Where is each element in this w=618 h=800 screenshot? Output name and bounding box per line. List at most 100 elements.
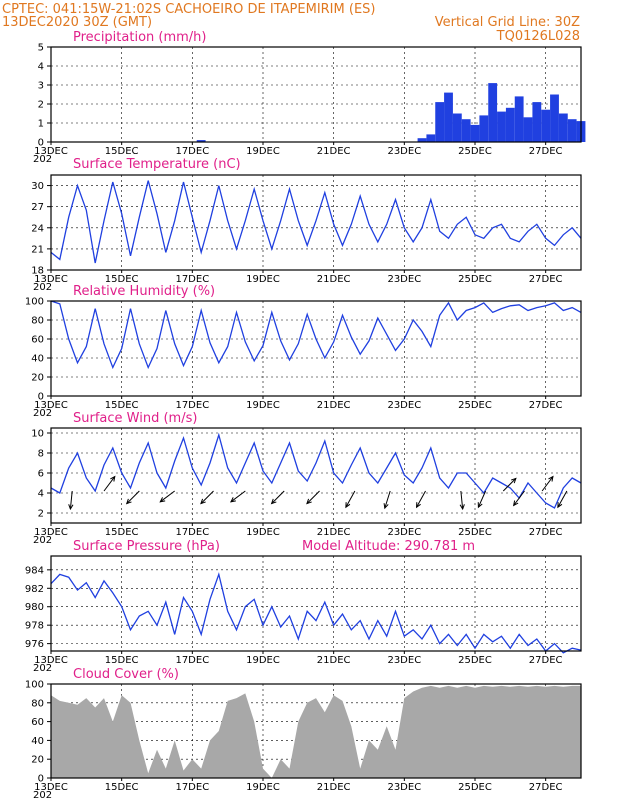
x-tick-label: 17DEC [175, 527, 209, 538]
wind-vector [477, 490, 487, 508]
x-year-fragment: 202 [33, 663, 52, 674]
wind-vector-head [512, 500, 519, 507]
y-tick-label: 20 [31, 373, 44, 384]
wind-vector-head [345, 502, 351, 509]
precip-bar [558, 113, 568, 142]
x-tick-label: 27DEC [529, 655, 563, 666]
wind-vector-head [415, 502, 421, 509]
x-tick-label: 13DEC [34, 400, 68, 411]
wind-vector [200, 490, 214, 504]
y-tick-label: 60 [31, 335, 44, 346]
wind-vector-head [110, 475, 116, 482]
y-tick-label: 0 [38, 138, 44, 149]
wind-vector-head [477, 502, 483, 509]
wind-vector-head [68, 504, 74, 511]
series-line [50, 300, 582, 370]
x-tick-label: 15DEC [105, 655, 139, 666]
y-tick-label: 4 [38, 489, 44, 500]
x-tick-label: 15DEC [105, 400, 139, 411]
header-grid-note: Vertical Grid Line: 30Z [435, 15, 580, 30]
y-tick-label: 3 [38, 81, 44, 92]
x-tick-label: 15DEC [105, 527, 139, 538]
model-altitude-note: Model Altitude: 290.781 m [302, 539, 475, 554]
x-tick-label: 25DEC [458, 782, 492, 793]
y-tick-label: 978 [25, 621, 44, 632]
precip-bar [426, 134, 436, 142]
precip-bar [488, 83, 498, 142]
y-tick-label: 100 [25, 680, 44, 691]
x-tick-label: 21DEC [317, 782, 351, 793]
wind-vector [103, 476, 116, 492]
precip-bar [523, 117, 533, 142]
x-tick-label: 25DEC [458, 146, 492, 157]
x-year-fragment: 202 [33, 154, 52, 165]
y-tick-label: 982 [25, 584, 44, 595]
y-tick-label: 0 [38, 774, 44, 785]
panel-frame [50, 427, 582, 524]
panel-3: 2 4 6 8 10 13DEC 15DEC 17DEC 19DEC 21DEC 23DEC 25DE… [31, 411, 582, 546]
x-tick-label: 23DEC [387, 655, 421, 666]
x-tick-label: 13DEC [34, 527, 68, 538]
y-tick-label: 984 [25, 565, 44, 576]
wind-vector [557, 490, 568, 508]
cloud-cover-area [51, 685, 581, 778]
wind-vector-head [125, 498, 132, 505]
x-tick-label: 15DEC [105, 146, 139, 157]
y-tick-label: 0 [38, 392, 44, 403]
series-line [50, 432, 582, 509]
precip-bar [479, 115, 489, 142]
wind-vector [384, 490, 391, 509]
x-tick-label: 19DEC [246, 527, 280, 538]
panel-frame [50, 174, 582, 271]
wind-vector [460, 490, 464, 510]
x-tick-label: 19DEC [246, 146, 280, 157]
wind-vector [502, 478, 517, 492]
x-tick-label: 27DEC [529, 782, 563, 793]
x-tick-label: 13DEC [34, 274, 68, 285]
wind-vector [541, 476, 554, 492]
x-tick-label: 23DEC [387, 400, 421, 411]
panel-5: 0 20 40 60 80 100 13DEC 15DEC 17DEC 19DEC 21DEC 23D… [25, 667, 582, 800]
panel-title: Surface Temperature (nC) [73, 157, 241, 172]
x-tick-label: 15DEC [105, 782, 139, 793]
x-tick-label: 25DEC [458, 274, 492, 285]
header-date: 13DEC2020 30Z (GMT) [2, 15, 152, 30]
wind-vector [416, 490, 426, 508]
y-tick-label: 6 [38, 469, 44, 480]
wind-vector-head [383, 503, 389, 510]
precip-bar [461, 119, 471, 142]
panel-frame [50, 300, 582, 397]
precip-bar [505, 107, 515, 142]
precip-bar [417, 138, 427, 142]
x-tick-label: 15DEC [105, 274, 139, 285]
precip-bar [435, 102, 445, 142]
y-tick-label: 4 [38, 62, 44, 73]
wind-vector [306, 490, 320, 504]
y-tick-label: 8 [38, 449, 44, 460]
wind-vector [271, 490, 285, 504]
panel-title: Relative Humidity (%) [73, 284, 215, 299]
panel-0: 0 1 2 3 4 5 13DEC 15DEC 17DEC 19DEC 21DEC 23DEC 25DE… [33, 30, 586, 165]
x-tick-label: 23DEC [387, 274, 421, 285]
x-year-fragment: 202 [33, 282, 52, 293]
y-tick-label: 2 [38, 100, 44, 111]
panel-title: Precipitation (mm/h) [73, 30, 206, 45]
x-tick-label: 23DEC [387, 782, 421, 793]
precip-bar [532, 102, 542, 142]
wind-vector-head [306, 498, 312, 505]
x-tick-label: 17DEC [175, 400, 209, 411]
panel-frame [50, 555, 582, 652]
wind-vector [513, 490, 525, 506]
wind-vector [126, 490, 140, 504]
precip-bar [541, 109, 551, 142]
wind-vector-head [159, 497, 166, 503]
x-tick-label: 17DEC [175, 274, 209, 285]
x-tick-label: 23DEC [387, 527, 421, 538]
x-tick-label: 21DEC [317, 655, 351, 666]
y-tick-label: 27 [31, 202, 44, 213]
panel-4: 976 978 980 982 984 13DEC 15DEC 17DEC 19DEC 21DEC… [25, 539, 582, 674]
x-year-fragment: 202 [33, 408, 52, 419]
x-tick-label: 21DEC [317, 527, 351, 538]
header-line1: CPTEC: 041:15W-21:02S CACHOEIRO DE ITAPE… [2, 2, 375, 17]
